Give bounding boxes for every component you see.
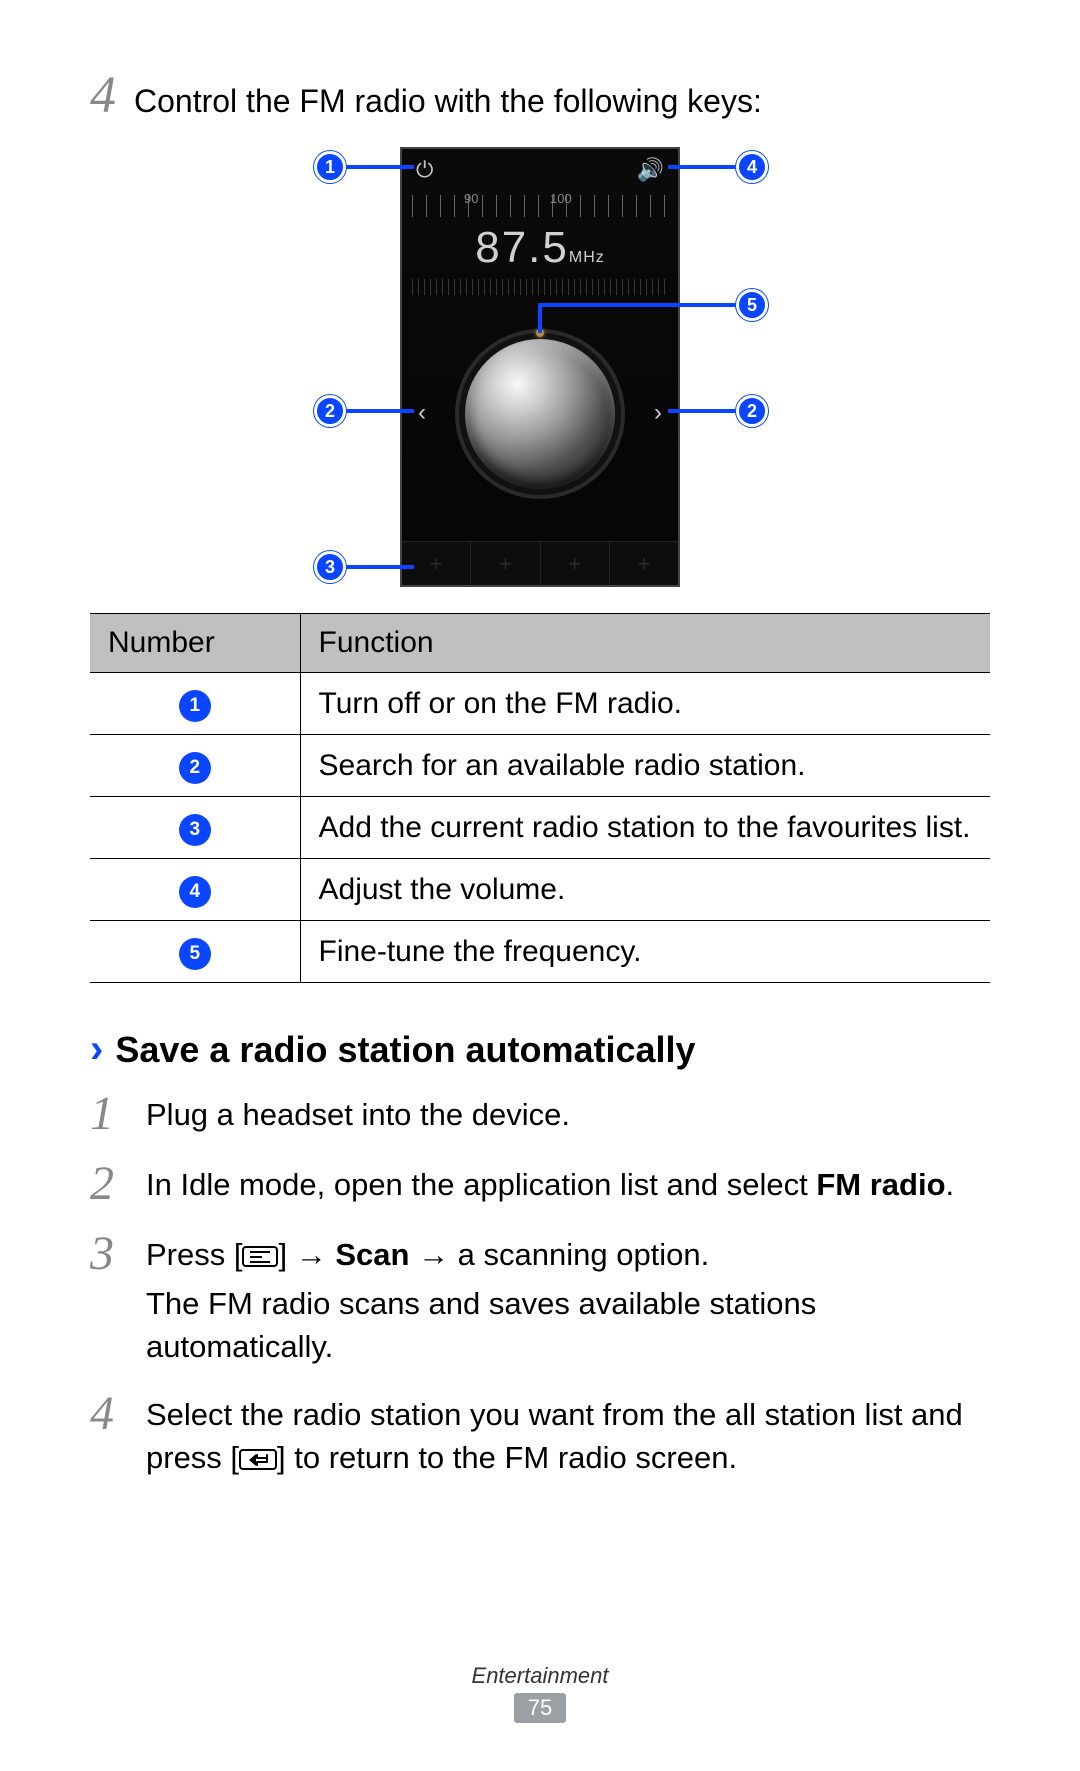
callout-line xyxy=(668,409,740,413)
frequency-value: 87.5 xyxy=(475,223,569,272)
step-item: 1 Plug a headset into the device. xyxy=(90,1090,990,1138)
section-heading: › Save a radio station automatically xyxy=(90,1027,990,1072)
col-function: Function xyxy=(300,614,990,673)
step-item: 2 In Idle mode, open the application list… xyxy=(90,1160,990,1208)
table-row: 5 Fine-tune the frequency. xyxy=(90,921,990,983)
step-text: Press [] → Scan → a scanning option.The … xyxy=(146,1230,990,1368)
callout-line xyxy=(538,303,738,307)
menu-key-icon xyxy=(242,1246,278,1267)
step-number: 3 xyxy=(90,1230,126,1368)
number-badge: 3 xyxy=(179,814,211,846)
cell-badge: 4 xyxy=(90,859,300,921)
cell-function: Turn off or on the FM radio. xyxy=(300,673,990,735)
power-icon: ⏻ xyxy=(416,157,433,183)
callout-badge-3: 3 xyxy=(314,551,346,583)
step-text: Plug a headset into the device. xyxy=(146,1090,990,1138)
callout-line xyxy=(342,565,414,569)
callout-badge-5: 5 xyxy=(736,289,768,321)
table-header-row: Number Function xyxy=(90,614,990,673)
footer-category: Entertainment xyxy=(0,1663,1080,1689)
step-number: 4 xyxy=(90,1390,126,1480)
page-footer: Entertainment 75 xyxy=(0,1663,1080,1723)
table-row: 4 Adjust the volume. xyxy=(90,859,990,921)
table-row: 2 Search for an available radio station. xyxy=(90,735,990,797)
ruler-label-100: 100 xyxy=(550,191,572,206)
preset-slot: + xyxy=(402,541,471,585)
section-title: Save a radio station automatically xyxy=(115,1029,695,1071)
intro-step: 4 Control the FM radio with the followin… xyxy=(90,70,990,123)
seek-left-icon: ‹ xyxy=(418,399,426,427)
intro-step-number: 4 xyxy=(90,70,116,122)
table-row: 3 Add the current radio station to the fa… xyxy=(90,797,990,859)
step-text-bold: Scan xyxy=(335,1237,409,1272)
number-badge: 5 xyxy=(179,938,211,970)
cell-badge: 5 xyxy=(90,921,300,983)
step-text: In Idle mode, open the application list … xyxy=(146,1160,990,1208)
step-text: Select the radio station you want from t… xyxy=(146,1390,990,1480)
cell-function: Fine-tune the frequency. xyxy=(300,921,990,983)
callout-line xyxy=(668,165,740,169)
radio-frequency: 87.5MHz xyxy=(402,223,678,273)
number-badge: 4 xyxy=(179,876,211,908)
intro-step-text: Control the FM radio with the following … xyxy=(134,74,990,123)
cell-badge: 3 xyxy=(90,797,300,859)
step-number: 1 xyxy=(90,1090,126,1138)
radio-dial xyxy=(465,339,615,489)
step-text-bold: FM radio xyxy=(816,1167,945,1202)
cell-function: Add the current radio station to the fav… xyxy=(300,797,990,859)
callout-badge-2r: 2 xyxy=(736,395,768,427)
frequency-unit: MHz xyxy=(569,249,605,266)
callout-badge-1: 1 xyxy=(314,151,346,183)
table-row: 1 Turn off or on the FM radio. xyxy=(90,673,990,735)
radio-ruler xyxy=(412,195,668,217)
radio-screen: ⏻ 🔊 90 100 87.5MHz ‹ › + + + + xyxy=(400,147,680,587)
steps-list: 1 Plug a headset into the device. 2 In Idle… xyxy=(90,1090,990,1480)
ruler-label-90: 90 xyxy=(464,191,478,206)
radio-fine-ticks xyxy=(412,279,668,295)
preset-slot: + xyxy=(541,541,610,585)
step-subtext: The FM radio scans and saves available s… xyxy=(146,1283,990,1369)
callout-line xyxy=(538,303,542,333)
chevron-icon: › xyxy=(90,1027,103,1072)
step-number: 2 xyxy=(90,1160,126,1208)
number-badge: 2 xyxy=(179,752,211,784)
function-table: Number Function 1 Turn off or on the FM r… xyxy=(90,613,990,983)
col-number: Number xyxy=(90,614,300,673)
callout-badge-2: 2 xyxy=(314,395,346,427)
preset-slot: + xyxy=(610,541,678,585)
number-badge: 1 xyxy=(179,690,211,722)
cell-badge: 1 xyxy=(90,673,300,735)
callout-line xyxy=(342,409,414,413)
footer-page-number: 75 xyxy=(514,1693,566,1723)
back-key-icon xyxy=(239,1449,277,1470)
cell-function: Adjust the volume. xyxy=(300,859,990,921)
cell-function: Search for an available radio station. xyxy=(300,735,990,797)
radio-presets: + + + + xyxy=(402,541,678,585)
step-item: 4Select the radio station you want from … xyxy=(90,1390,990,1480)
callout-line xyxy=(342,165,414,169)
preset-slot: + xyxy=(471,541,540,585)
radio-topbar: ⏻ 🔊 xyxy=(402,149,678,191)
callout-badge-4: 4 xyxy=(736,151,768,183)
radio-figure: ⏻ 🔊 90 100 87.5MHz ‹ › + + + + 1 4 xyxy=(90,147,990,587)
radio-box: ⏻ 🔊 90 100 87.5MHz ‹ › + + + + 1 4 xyxy=(300,147,780,587)
cell-badge: 2 xyxy=(90,735,300,797)
step-item: 3Press [] → Scan → a scanning option.The… xyxy=(90,1230,990,1368)
seek-right-icon: › xyxy=(654,399,662,427)
volume-icon: 🔊 xyxy=(637,157,664,183)
